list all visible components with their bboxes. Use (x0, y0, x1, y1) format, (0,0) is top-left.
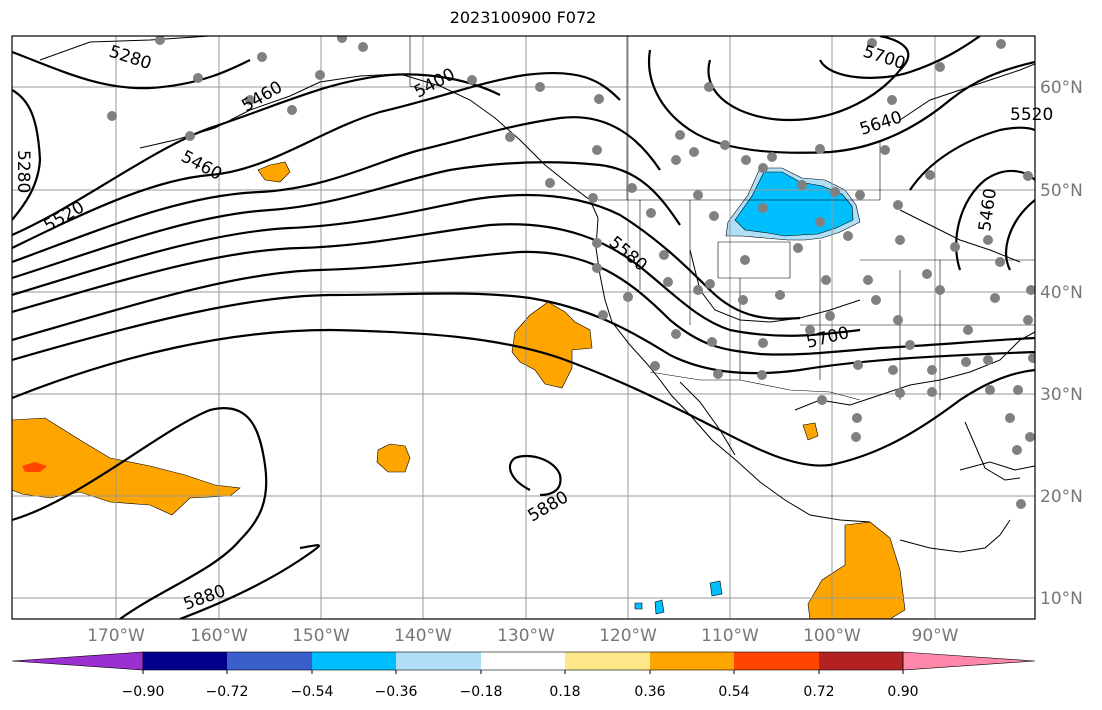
colorbar-segment (396, 652, 481, 670)
colorbar-tick-label: −0.90 (122, 684, 165, 700)
colorbar-segment (819, 652, 903, 670)
lat-label: 10°N (1040, 589, 1083, 609)
colorbar-tick-label: −0.18 (460, 684, 503, 700)
colorbar-tick-label: −0.36 (375, 684, 418, 700)
latitude-labels: 60°N 50°N 40°N 30°N 20°N 10°N (1040, 78, 1083, 609)
colorbar-segment (734, 652, 819, 670)
coastlines (39, 36, 1035, 553)
lat-label: 30°N (1040, 385, 1083, 405)
lon-label: 160°W (190, 626, 248, 646)
colorbar-tick-label: −0.54 (291, 684, 334, 700)
colorbar-tick-label: 0.18 (549, 684, 580, 700)
colorbar-segment (227, 652, 312, 670)
lon-label: 140°W (394, 626, 452, 646)
lon-label: 90°W (912, 626, 959, 646)
lon-label: 100°W (803, 626, 861, 646)
station-markers (107, 36, 1035, 509)
lon-label: 130°W (497, 626, 555, 646)
longitude-labels: 170°W 160°W 150°W 140°W 130°W 120°W 110°… (87, 626, 959, 646)
colorbar-tick-label: 0.36 (634, 684, 665, 700)
lat-label: 40°N (1040, 283, 1083, 303)
colorbar-tick-label: 0.54 (718, 684, 749, 700)
colorbar-segment (143, 652, 227, 670)
contour-label: 5520 (1010, 105, 1053, 125)
height-contours (12, 36, 1035, 619)
graticule (12, 36, 1035, 619)
lon-label: 150°W (292, 626, 350, 646)
map-border (11, 35, 1036, 620)
colorbar-tick-label: 0.72 (803, 684, 834, 700)
borders (409, 36, 1035, 401)
contour-label: 5280 (13, 150, 33, 193)
lat-label: 20°N (1040, 487, 1083, 507)
colorbar-segment (481, 652, 565, 670)
colorbar-tick-label: −0.72 (206, 684, 249, 700)
lat-label: 60°N (1040, 78, 1083, 98)
colorbar-segment (650, 652, 734, 670)
colorbar-tick-label: 0.90 (887, 684, 918, 700)
colorbar-frame (142, 651, 904, 671)
colorbar-ticks: −0.90 −0.72 −0.54 −0.36 −0.18 0.18 0.36 … (122, 684, 919, 700)
colorbar-segment (565, 652, 650, 670)
positive-anomaly-shading (12, 161, 906, 619)
colorbar-segment (312, 652, 396, 670)
colorbar-extend-high (902, 651, 1036, 671)
colorbar (11, 651, 1036, 674)
colorbar-extend-low (11, 651, 144, 671)
lon-label: 110°W (701, 626, 759, 646)
map-title: 2023100900 F072 (449, 8, 597, 27)
lon-label: 170°W (87, 626, 145, 646)
strong-positive-anomaly (22, 462, 47, 472)
lat-label: 50°N (1040, 181, 1083, 201)
lon-label: 120°W (599, 626, 657, 646)
